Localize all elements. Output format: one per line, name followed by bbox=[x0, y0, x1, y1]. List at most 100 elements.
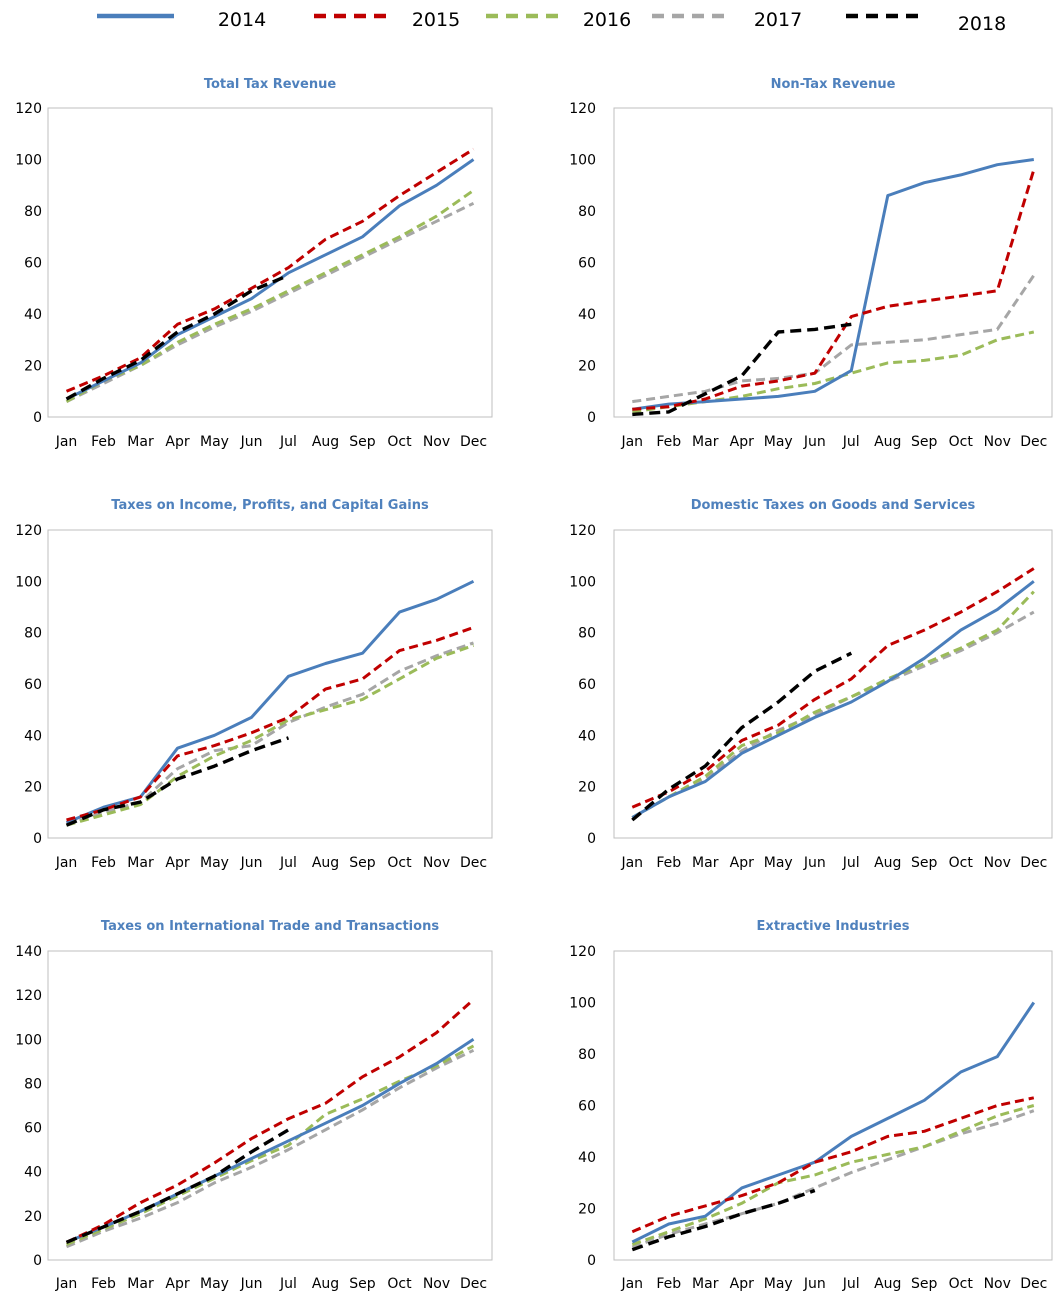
x-tick-label: Jul bbox=[279, 1276, 297, 1292]
series-line-2014 bbox=[65, 158, 475, 401]
x-tick-label: Feb bbox=[91, 1276, 116, 1292]
x-tick-label: Jan bbox=[55, 855, 78, 871]
legend-label-2016: 2016 bbox=[583, 9, 631, 31]
x-tick-label: Jul bbox=[842, 855, 860, 871]
plot-area bbox=[47, 950, 493, 1261]
x-tick-label: Mar bbox=[692, 1276, 719, 1292]
y-tick-label: 40 bbox=[24, 307, 42, 323]
y-tick-label: 80 bbox=[24, 204, 42, 220]
chart-title: Domestic Taxes on Goods and Services bbox=[691, 498, 976, 513]
y-tick-label: 100 bbox=[569, 996, 596, 1012]
plot-area bbox=[613, 950, 1053, 1261]
y-tick-label: 20 bbox=[578, 359, 596, 375]
plot-area bbox=[47, 107, 493, 418]
y-tick-label: 40 bbox=[578, 1150, 596, 1166]
x-tick-label: Nov bbox=[984, 1276, 1011, 1292]
y-tick-label: 20 bbox=[578, 780, 596, 796]
x-tick-label: Feb bbox=[91, 434, 116, 450]
y-tick-label: 120 bbox=[15, 523, 42, 539]
x-tick-label: Jul bbox=[279, 434, 297, 450]
x-tick-label: Sep bbox=[349, 855, 376, 871]
series-line-2015 bbox=[631, 567, 1035, 809]
x-tick-label: Nov bbox=[984, 855, 1011, 871]
x-tick-label: Jun bbox=[803, 434, 826, 450]
x-tick-label: Oct bbox=[387, 1276, 412, 1292]
plot-area bbox=[47, 529, 493, 839]
y-tick-label: 0 bbox=[587, 1253, 596, 1269]
x-tick-label: Nov bbox=[423, 434, 450, 450]
x-tick-label: May bbox=[200, 1276, 229, 1292]
y-tick-label: 40 bbox=[24, 1165, 42, 1181]
series-line-2016 bbox=[66, 644, 474, 827]
chart-panel-3: Taxes on Income, Profits, and Capital Ga… bbox=[15, 498, 493, 871]
y-tick-label: 60 bbox=[578, 677, 596, 693]
plot-area bbox=[613, 529, 1053, 839]
x-tick-label: Jul bbox=[279, 855, 297, 871]
y-tick-label: 20 bbox=[24, 780, 42, 796]
series-line-2018 bbox=[65, 1128, 290, 1244]
series-line-2015 bbox=[631, 1096, 1035, 1234]
y-tick-label: 0 bbox=[587, 410, 596, 426]
y-tick-label: 80 bbox=[578, 1047, 596, 1063]
x-tick-label: Jul bbox=[842, 1276, 860, 1292]
y-tick-label: 40 bbox=[578, 307, 596, 323]
x-tick-label: Jul bbox=[842, 434, 860, 450]
x-tick-label: Oct bbox=[949, 855, 974, 871]
chart-panel-4: Domestic Taxes on Goods and Services 0 20 4… bbox=[569, 498, 1053, 871]
legend-label-2018: 2018 bbox=[958, 13, 1006, 35]
x-tick-label: Mar bbox=[127, 434, 154, 450]
x-tick-label: Sep bbox=[911, 434, 938, 450]
x-tick-label: Jun bbox=[240, 434, 263, 450]
chart-title: Non-Tax Revenue bbox=[771, 77, 896, 92]
x-tick-label: Apr bbox=[165, 1276, 189, 1292]
legend: 2014 2015 2016 2017 2018 bbox=[97, 9, 1006, 35]
y-tick-label: 60 bbox=[578, 1099, 596, 1115]
y-tick-label: 100 bbox=[569, 574, 596, 590]
x-tick-label: Oct bbox=[949, 434, 974, 450]
series-line-2018 bbox=[631, 1188, 816, 1252]
y-tick-label: 0 bbox=[33, 1253, 42, 1269]
chart-title: Extractive Industries bbox=[757, 919, 910, 934]
y-tick-label: 120 bbox=[15, 988, 42, 1004]
x-tick-label: Feb bbox=[656, 434, 681, 450]
chart-panel-1: Total Tax Revenue 0 20 40 60 80 100 120 Jan Feb Ma… bbox=[15, 77, 493, 450]
series-line-2014 bbox=[632, 158, 1035, 411]
series-line-2016 bbox=[65, 189, 475, 403]
series-line-2015 bbox=[632, 169, 1036, 411]
x-tick-label: Feb bbox=[91, 855, 116, 871]
series-line-2014 bbox=[631, 580, 1035, 819]
y-tick-label: 100 bbox=[15, 1032, 42, 1048]
x-tick-label: Jun bbox=[803, 1276, 826, 1292]
x-tick-label: Dec bbox=[460, 1276, 487, 1292]
series-line-2016 bbox=[632, 330, 1035, 414]
series-line-2016 bbox=[631, 590, 1035, 819]
legend-label-2015: 2015 bbox=[412, 9, 460, 31]
x-tick-label: Mar bbox=[692, 855, 719, 871]
chart-panel-2: Non-Tax Revenue 0 20 40 60 80 100 120 Jan Feb Mar A… bbox=[569, 77, 1053, 450]
y-tick-label: 0 bbox=[33, 410, 42, 426]
x-tick-label: Dec bbox=[1020, 855, 1047, 871]
x-tick-label: May bbox=[764, 1276, 793, 1292]
x-tick-label: May bbox=[764, 434, 793, 450]
x-tick-label: Apr bbox=[165, 855, 189, 871]
x-tick-label: Mar bbox=[127, 1276, 154, 1292]
x-tick-label: Apr bbox=[165, 434, 189, 450]
series-line-2018 bbox=[65, 273, 290, 401]
y-tick-label: 120 bbox=[569, 101, 596, 117]
y-tick-label: 0 bbox=[33, 831, 42, 847]
y-tick-label: 60 bbox=[24, 677, 42, 693]
x-tick-label: Aug bbox=[874, 434, 901, 450]
x-tick-label: Apr bbox=[730, 1276, 754, 1292]
y-tick-label: 120 bbox=[15, 101, 42, 117]
y-tick-label: 60 bbox=[24, 256, 42, 272]
x-tick-label: May bbox=[764, 855, 793, 871]
y-tick-label: 60 bbox=[24, 1121, 42, 1137]
x-tick-label: May bbox=[200, 855, 229, 871]
x-tick-label: Nov bbox=[423, 855, 450, 871]
series-line-2015 bbox=[66, 626, 474, 822]
y-tick-label: 120 bbox=[569, 523, 596, 539]
x-tick-label: Oct bbox=[949, 1276, 974, 1292]
y-tick-label: 80 bbox=[578, 626, 596, 642]
chart-panel-6: Extractive Industries 0 20 40 60 80 100 120 Jan F… bbox=[569, 919, 1053, 1292]
x-tick-label: Nov bbox=[423, 1276, 450, 1292]
